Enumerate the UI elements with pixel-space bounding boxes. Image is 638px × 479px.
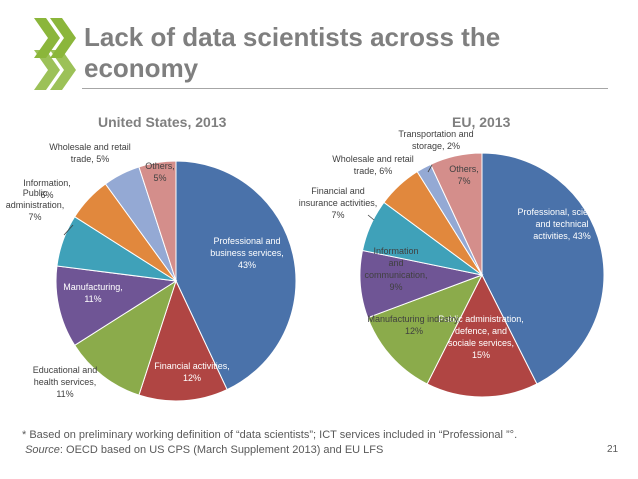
eu-slice-label-2: Manufacturing industry, 12% [368, 314, 461, 336]
eu-slice-0 [481, 152, 605, 385]
us-slice-1 [138, 279, 228, 402]
eu-slice-1 [426, 273, 538, 398]
footnote-source: Source: OECD based on US CPS (March Supp… [22, 443, 517, 458]
eu-chart-title: EU, 2013 [452, 114, 511, 130]
us-slice-label-2: Educational and health services, 11% [33, 365, 98, 399]
source-text: : OECD based on US CPS (March Supplement… [59, 444, 384, 456]
eu-slice-label-4: Financial and insurance activities, 7% [299, 186, 378, 220]
eu-slice-label-3: Information and communication, 9% [364, 246, 427, 292]
us-slice-label-7: Others, 5% [145, 161, 175, 183]
source-label: Source [25, 444, 60, 456]
eu-slice-label-5: Wholesale and retail trade, 6% [332, 154, 414, 176]
us-slice-label-5: Information, 6% [23, 178, 71, 200]
footnote-definition: * Based on preliminary working definitio… [22, 429, 518, 441]
eu-slice-label-7: Others, 7% [449, 164, 479, 186]
page-number: 21 [607, 444, 619, 455]
footnote: * Based on preliminary working definitio… [22, 428, 517, 458]
title-divider [82, 88, 608, 89]
us-slice-label-3: Manufacturing, 11% [63, 282, 123, 304]
eu-leader-line-4 [367, 214, 375, 221]
us-slice-3 [55, 265, 178, 346]
eu-slice-2 [367, 274, 484, 385]
us-slice-2 [73, 279, 177, 396]
us-slice-label-1: Financial activities, 12% [154, 361, 230, 383]
us-slice-7 [138, 160, 177, 282]
us-slice-label-4: Public administration, 7% [6, 188, 65, 222]
oecd-logo [34, 18, 76, 90]
eu-slice-label-6: Transportation and storage, 2% [398, 129, 473, 151]
us-chart-title: United States, 2013 [98, 114, 227, 130]
eu-slice-7 [429, 152, 483, 276]
us-slice-0 [175, 160, 297, 391]
us-slice-label-0: Professional and business services, 43% [210, 236, 284, 270]
eu-leader-line-6 [427, 164, 433, 173]
eu-slice-label-1: Public administration, defence, and social… [438, 314, 524, 360]
us-leader-line-4 [63, 224, 74, 236]
slide-title: Lack of data scientists across the econo… [84, 22, 501, 83]
eu-slice-label-0: Professional, scientific and technical act… [517, 207, 607, 241]
us-slice-label-6: Wholesale and retail trade, 5% [49, 142, 131, 164]
